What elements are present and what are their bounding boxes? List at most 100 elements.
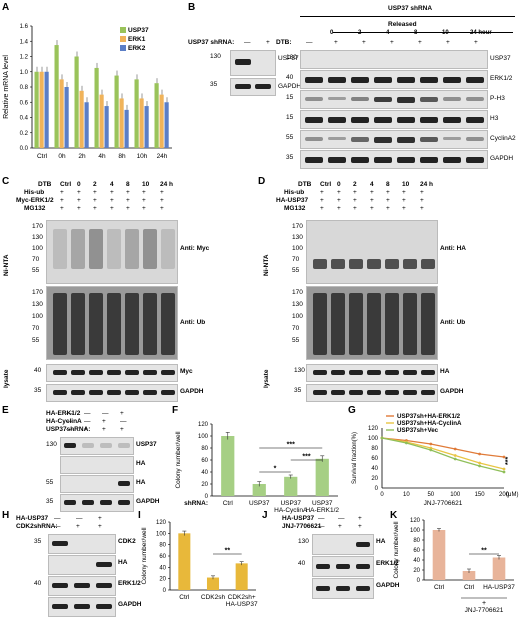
panelE-row-sign: — xyxy=(120,418,127,425)
panelJ-row-sign: + xyxy=(358,523,362,530)
panelD-mw-top: 100 xyxy=(292,245,303,252)
panelE-row-label: HA-ERK1/2 xyxy=(46,410,81,417)
panelK-ytick-label: 0 xyxy=(417,578,421,584)
panelH-blot xyxy=(48,534,116,554)
panelD-band xyxy=(313,293,327,355)
panelH-row-sign: — xyxy=(54,523,61,530)
b-dtb-sign: + xyxy=(446,39,450,46)
b-band xyxy=(443,97,461,101)
panelK-ytick-label: 80 xyxy=(413,538,420,544)
g-ytick-label: 40 xyxy=(371,466,378,472)
panelC-mw-top: 100 xyxy=(32,245,43,252)
panelE-blot-label: HA xyxy=(136,460,146,467)
panel-label-g: G xyxy=(348,405,356,416)
panelC-lys-mw: 35 xyxy=(34,387,42,394)
panelC-header-col: 8 xyxy=(126,181,130,188)
panelI-ytick-label: 120 xyxy=(156,520,167,526)
panelD-band xyxy=(421,370,435,375)
panelJ-band xyxy=(356,563,370,569)
g-legend-label: USP37sh+Vec xyxy=(397,427,439,434)
panelH-row-sign: + xyxy=(98,515,102,522)
panelD-row-sign: + xyxy=(320,205,324,212)
b-dtb-sign: — xyxy=(306,39,313,46)
panel-label-j: J xyxy=(262,510,268,521)
b-time-label: 8 xyxy=(414,30,418,36)
b-right-mw: 40 xyxy=(286,74,294,81)
panelF-bar xyxy=(221,436,235,496)
panelI-xtick-label: CDK2sh xyxy=(201,594,226,601)
panelD-lys-mw: 35 xyxy=(294,387,302,394)
g-point xyxy=(478,452,481,456)
panelD-lys-label: HA xyxy=(440,368,450,375)
panelC-row-sign: + xyxy=(93,189,97,196)
panelD-band xyxy=(331,293,345,355)
a-bar xyxy=(34,71,39,148)
panelC-row-sign: + xyxy=(142,205,146,212)
g-series-line xyxy=(381,437,505,473)
panelC-band xyxy=(161,370,175,375)
panelD-band xyxy=(403,390,417,395)
panelJ-row-sign: — xyxy=(318,515,325,522)
panelC-row-sign: + xyxy=(126,189,130,196)
a-xtick-label: 24h xyxy=(157,153,168,160)
panelI-ytick-label: 60 xyxy=(159,554,166,560)
panelJ-blot-label: ERK1/2 xyxy=(376,560,399,567)
g-xtick-label: 150 xyxy=(475,492,486,498)
panelC-row-sign: + xyxy=(160,189,164,196)
panel-label-h: H xyxy=(2,510,10,521)
panel-a-chart: 0.0 0.2 0.4 0.6 0.8 1.0 1.2 1.4 1.6 Relative mRNA… xyxy=(3,24,172,160)
panelF-ylabel: Colony number/well xyxy=(175,431,182,489)
a-legend-swatch xyxy=(120,45,126,51)
panelC-band xyxy=(53,370,67,375)
panelC-header-col: 4 xyxy=(110,181,114,188)
b-right-label: P-H3 xyxy=(490,95,505,102)
b-band xyxy=(235,84,251,89)
a-bar xyxy=(79,90,84,148)
panelI-ytick-label: 0 xyxy=(163,588,167,594)
panelE-row-label: HA-CyclinA xyxy=(46,418,82,425)
panelJ-blot-label: HA xyxy=(376,538,386,545)
b-shrna-sign: — xyxy=(244,39,251,46)
a-bar xyxy=(64,87,69,148)
panelK-ylabel: Colony number/well xyxy=(393,521,400,579)
a-bar xyxy=(104,106,109,148)
panelJ-blot xyxy=(312,578,374,599)
panelD-row-sign: + xyxy=(386,205,390,212)
b-band xyxy=(351,97,369,101)
b-band xyxy=(374,97,392,103)
panelE-band xyxy=(64,443,76,448)
a-xtick-label: 0h xyxy=(58,153,66,160)
panelD-mid-blot xyxy=(306,286,438,360)
panelJ-band xyxy=(336,563,350,569)
b-dtb-sign: + xyxy=(418,39,422,46)
panelD-mw-top: 170 xyxy=(292,223,303,230)
panelC-row-sign: + xyxy=(77,205,81,212)
panelC-side-label: Ni-NTA xyxy=(3,254,10,276)
panelC-band xyxy=(107,390,121,395)
panelD-header-col: 2 xyxy=(353,181,357,188)
panelC-mw-mid: 100 xyxy=(32,313,43,320)
panelD-band xyxy=(367,390,381,395)
panelE-row-sign: + xyxy=(84,426,88,433)
panelH-row-sign: + xyxy=(76,523,80,530)
panelK-bar xyxy=(432,530,446,580)
a-bar xyxy=(139,98,144,148)
panel-label-k: K xyxy=(390,510,398,521)
b-right-label: H3 xyxy=(490,115,499,122)
panelC-mw-mid: 130 xyxy=(32,301,43,308)
panelD-row-sign: + xyxy=(337,205,341,212)
panel-e: HA-ERK1/2— — — + HA-CyclinA — — + — USP37shRNA: — +… xyxy=(0,405,170,512)
panelI-xtick-label: CDK2sh+ xyxy=(228,594,256,601)
panelK-ytick-label: 20 xyxy=(413,568,420,574)
panelH-band xyxy=(96,604,112,609)
panelC-mw-top: 55 xyxy=(32,267,40,274)
panelC-lysate-label: lysate xyxy=(3,369,10,388)
b-band xyxy=(255,84,271,89)
panelE-row-sign: + xyxy=(102,426,106,433)
panelC-band xyxy=(89,390,103,395)
panelC-row-sign: + xyxy=(110,205,114,212)
a-xtick-label: 8h xyxy=(118,153,126,160)
panelC-header-col: DTB xyxy=(38,181,52,188)
panelC-mw-mid: 55 xyxy=(32,337,40,344)
b-left-blot xyxy=(230,78,276,96)
